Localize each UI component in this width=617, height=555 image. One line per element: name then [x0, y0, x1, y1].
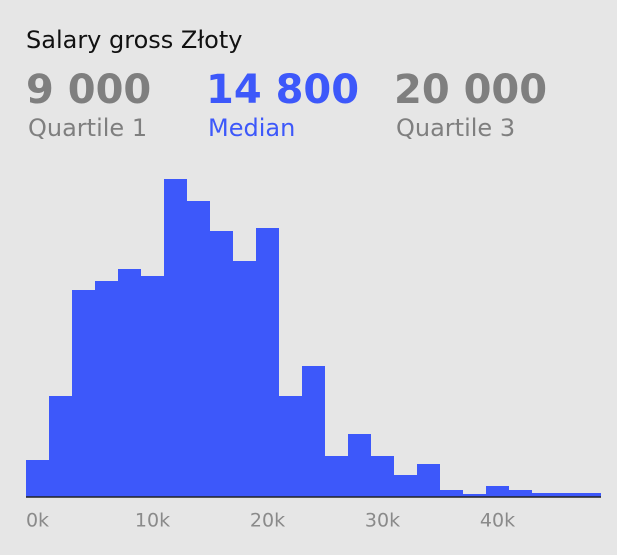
stat-label: Median [208, 114, 295, 142]
stat-value: 9 000 [26, 67, 151, 113]
x-tick-label: 20k [250, 510, 285, 532]
bar [72, 290, 95, 497]
bar [532, 493, 555, 497]
x-tick-label: 40k [480, 510, 515, 532]
x-tick-label: 10k [135, 510, 170, 532]
bar [233, 261, 256, 497]
bar [325, 456, 348, 497]
stat-value: 14 800 [206, 67, 359, 113]
x-tick-label: 0k [26, 510, 49, 532]
bar [440, 490, 463, 497]
bar [486, 486, 509, 497]
bar [463, 494, 486, 497]
bar [256, 228, 279, 497]
bar [49, 396, 72, 497]
bar [348, 434, 371, 497]
bar [26, 460, 49, 497]
bar [302, 366, 325, 497]
bar [210, 231, 233, 497]
bar [164, 179, 187, 497]
bar [417, 464, 440, 497]
bar [95, 281, 118, 497]
bar [371, 456, 394, 497]
bar [118, 269, 141, 497]
bar [279, 396, 302, 497]
stat-label: Quartile 3 [396, 114, 515, 142]
bar [141, 276, 164, 497]
bar [555, 493, 578, 497]
stat-value: 20 000 [394, 67, 547, 113]
bar [509, 490, 532, 497]
bar [187, 201, 210, 497]
chart-title: Salary gross Złoty [26, 26, 242, 54]
x-tick-label: 30k [365, 510, 400, 532]
stat-label: Quartile 1 [28, 114, 147, 142]
bar [578, 493, 601, 497]
bar [394, 475, 417, 497]
